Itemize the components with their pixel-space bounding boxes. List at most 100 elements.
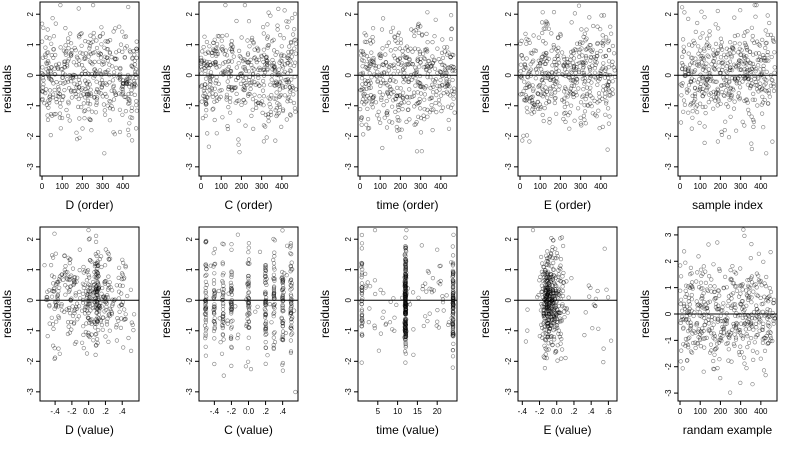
data-point	[252, 55, 257, 60]
data-point	[745, 58, 751, 63]
data-point	[562, 305, 567, 311]
data-point	[84, 89, 89, 94]
data-point	[257, 83, 262, 88]
data-point	[681, 98, 687, 103]
data-point	[230, 318, 235, 323]
data-point	[256, 57, 262, 63]
data-point	[576, 69, 582, 75]
data-point	[218, 94, 223, 99]
y-tick-label: -2	[344, 132, 353, 140]
data-point	[750, 382, 755, 387]
data-point	[96, 304, 101, 309]
data-point	[87, 116, 92, 121]
data-point	[286, 55, 291, 61]
data-point	[361, 87, 366, 92]
data-point	[227, 58, 232, 63]
data-point	[56, 314, 61, 319]
data-point	[721, 75, 726, 80]
data-point	[86, 72, 92, 77]
data-point	[731, 88, 736, 93]
data-point	[763, 28, 768, 33]
data-point	[606, 75, 611, 80]
data-point	[540, 30, 545, 36]
data-point	[737, 80, 742, 86]
data-point	[368, 284, 373, 289]
data-point	[76, 89, 81, 94]
data-point	[404, 119, 409, 124]
data-point	[88, 258, 93, 263]
data-point	[552, 90, 558, 95]
data-point	[360, 320, 365, 325]
data-point	[288, 292, 294, 297]
data-point	[396, 108, 401, 113]
data-point	[286, 94, 292, 99]
data-point	[271, 335, 276, 340]
data-point	[700, 293, 705, 299]
data-point	[603, 91, 608, 96]
data-point	[688, 78, 693, 83]
data-point	[290, 331, 295, 336]
data-point	[554, 319, 560, 324]
data-point	[212, 262, 217, 267]
y-tick-label: 0	[504, 72, 513, 77]
data-point	[746, 317, 751, 322]
x-tick-label: 400	[754, 182, 768, 191]
data-point	[736, 50, 741, 55]
data-point	[539, 78, 544, 83]
data-point	[554, 62, 560, 67]
data-point	[756, 251, 762, 256]
data-point	[746, 340, 752, 346]
data-point	[699, 273, 704, 279]
data-point	[607, 114, 612, 119]
data-point	[739, 306, 745, 311]
data-point	[700, 31, 705, 36]
data-point	[690, 109, 695, 114]
data-point	[399, 127, 404, 132]
data-point	[451, 232, 456, 237]
data-point	[742, 40, 748, 46]
data-point	[93, 110, 98, 115]
data-point	[733, 128, 739, 133]
data-point	[60, 97, 65, 103]
data-point	[711, 262, 716, 267]
data-point	[717, 268, 722, 274]
data-point	[559, 72, 565, 77]
data-point	[65, 77, 70, 82]
data-point	[388, 29, 394, 35]
data-point	[272, 267, 277, 272]
data-point	[554, 111, 559, 116]
data-point	[686, 16, 691, 22]
data-point	[85, 333, 91, 338]
data-point	[720, 327, 726, 332]
data-point	[753, 282, 758, 287]
data-point	[525, 307, 530, 312]
data-point	[524, 85, 529, 90]
data-point	[86, 107, 91, 112]
data-point	[551, 313, 556, 318]
data-point	[564, 69, 569, 75]
data-point	[281, 53, 286, 58]
data-point	[576, 68, 581, 73]
data-point	[81, 264, 86, 270]
data-point	[735, 33, 740, 38]
data-point	[359, 76, 365, 81]
data-point	[758, 87, 764, 93]
data-point	[754, 314, 760, 319]
data-point	[48, 133, 53, 138]
data-point	[432, 34, 437, 39]
data-point	[359, 360, 364, 365]
data-point	[602, 246, 607, 251]
data-point	[403, 294, 409, 300]
data-point	[245, 282, 250, 287]
data-point	[131, 64, 136, 70]
data-point	[87, 236, 92, 241]
data-point	[559, 50, 565, 55]
data-point	[540, 38, 546, 44]
data-point	[94, 317, 99, 322]
data-point	[360, 70, 365, 75]
data-point	[702, 48, 707, 53]
data-point	[250, 107, 255, 112]
data-point	[717, 357, 722, 362]
